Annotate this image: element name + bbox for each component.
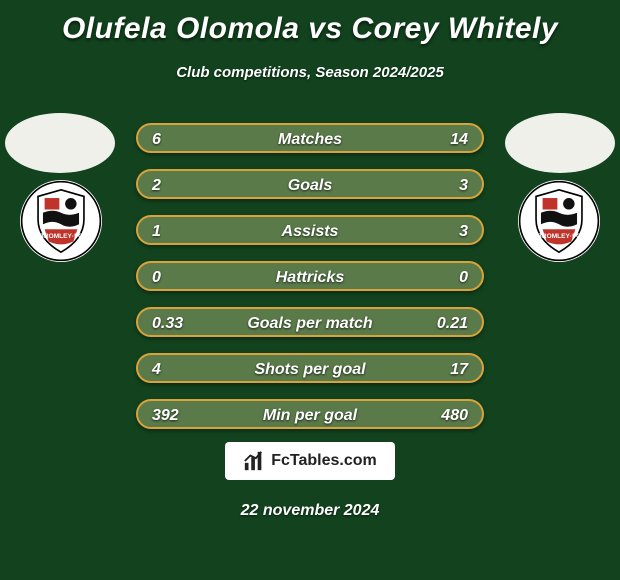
stat-label: Shots per goal [138,355,482,385]
stat-value-right: 14 [450,125,468,155]
stat-value-right: 0.21 [437,309,468,339]
stat-value-right: 17 [450,355,468,385]
svg-text:BROMLEY·FC: BROMLEY·FC [537,233,581,240]
stats-list: 6Matches14 2Goals3 1Assists3 0Hattricks0 0.3… [136,123,484,445]
stat-row: 0Hattricks0 [136,261,484,291]
stat-label: Assists [138,217,482,247]
club-logo-left: BROMLEY·FC [20,180,102,262]
stat-value-right: 480 [441,401,468,431]
stat-row: 392Min per goal480 [136,399,484,429]
chart-icon [243,450,265,472]
svg-text:BROMLEY·FC: BROMLEY·FC [39,233,83,240]
footer-text: FcTables.com [271,452,377,470]
footer-logo: FcTables.com [225,442,395,480]
stat-label: Min per goal [138,401,482,431]
date-text: 22 november 2024 [0,502,620,520]
stat-label: Goals [138,171,482,201]
stat-value-right: 0 [459,263,468,293]
shield-icon: BROMLEY·FC [518,180,600,262]
page-title: Olufela Olomola vs Corey Whitely [0,0,620,46]
stat-label: Goals per match [138,309,482,339]
player-photo-left [5,113,115,173]
stat-row: 0.33Goals per match0.21 [136,307,484,337]
stat-row: 4Shots per goal17 [136,353,484,383]
club-logo-right: BROMLEY·FC [518,180,600,262]
stat-label: Matches [138,125,482,155]
stat-label: Hattricks [138,263,482,293]
shield-icon: BROMLEY·FC [20,180,102,262]
comparison-card: Olufela Olomola vs Corey Whitely Club co… [0,0,620,580]
stat-row: 2Goals3 [136,169,484,199]
stat-row: 6Matches14 [136,123,484,153]
player-photo-right [505,113,615,173]
subtitle: Club competitions, Season 2024/2025 [0,64,620,81]
stat-value-right: 3 [459,217,468,247]
stat-row: 1Assists3 [136,215,484,245]
stat-value-right: 3 [459,171,468,201]
